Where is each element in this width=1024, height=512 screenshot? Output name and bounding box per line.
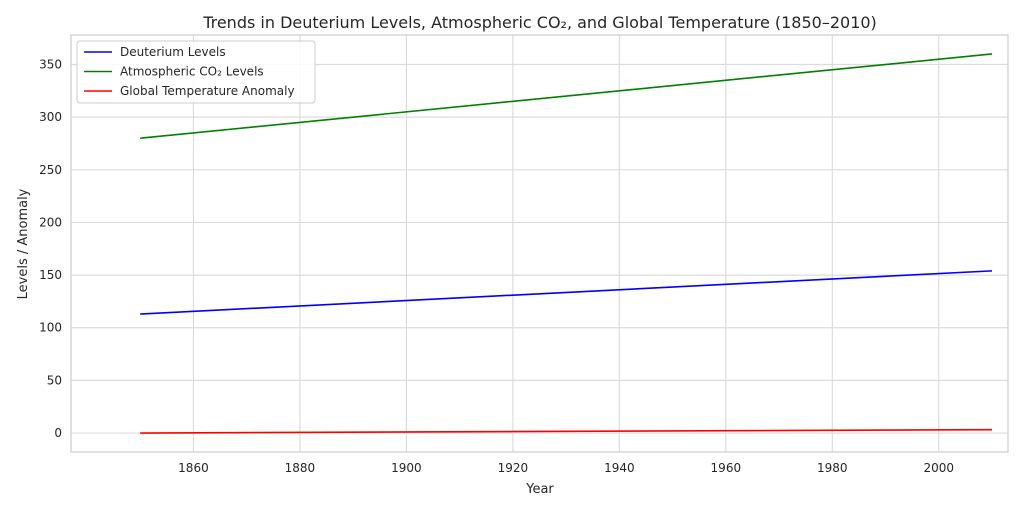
y-tick-label: 50 xyxy=(47,373,62,387)
plot-frame xyxy=(70,34,1009,453)
y-axis-label: Levels / Anomaly xyxy=(16,188,31,299)
x-tick-label: 1860 xyxy=(178,461,209,475)
y-tick-label: 200 xyxy=(39,215,62,229)
series-line-global-temperature-anomaly xyxy=(140,428,993,434)
legend-label-deuterium-levels: Deuterium Levels xyxy=(120,45,226,59)
legend-box xyxy=(76,40,316,104)
y-tick-label: 150 xyxy=(39,268,62,282)
x-axis-label: Year xyxy=(525,482,554,497)
series-lines xyxy=(140,53,993,434)
y-tick-label: 300 xyxy=(39,110,62,124)
x-tick-label: 1980 xyxy=(817,461,848,475)
series-line-deuterium-levels xyxy=(140,270,993,315)
y-tick-label: 0 xyxy=(54,426,62,440)
legend: Deuterium Levels Atmospheric CO₂ Levels Gl… xyxy=(76,40,316,104)
x-tick-label: 1960 xyxy=(711,461,742,475)
x-tick-label: 1900 xyxy=(391,461,422,475)
legend-label-atmospheric-co-levels: Atmospheric CO₂ Levels xyxy=(120,65,264,79)
x-tick-labels: 1860 1880 1900 1920 1940 1960 1980 2000 xyxy=(178,461,954,475)
y-tick-label: 100 xyxy=(39,321,62,335)
x-tick-label: 1940 xyxy=(604,461,635,475)
x-tick-label: 1880 xyxy=(285,461,316,475)
y-tick-label: 350 xyxy=(39,57,62,71)
x-tick-label: 1920 xyxy=(498,461,529,475)
series-line-atmospheric-co-levels xyxy=(140,53,993,139)
chart-title: Trends in Deuterium Levels, Atmospheric … xyxy=(202,13,877,32)
x-tick-label: 2000 xyxy=(924,461,955,475)
grid xyxy=(71,35,1008,452)
y-tick-label: 250 xyxy=(39,163,62,177)
y-tick-labels: 0 50 100 150 200 250 300 350 xyxy=(39,57,62,440)
legend-label-global-temperature-anomaly: Global Temperature Anomaly xyxy=(120,84,295,98)
